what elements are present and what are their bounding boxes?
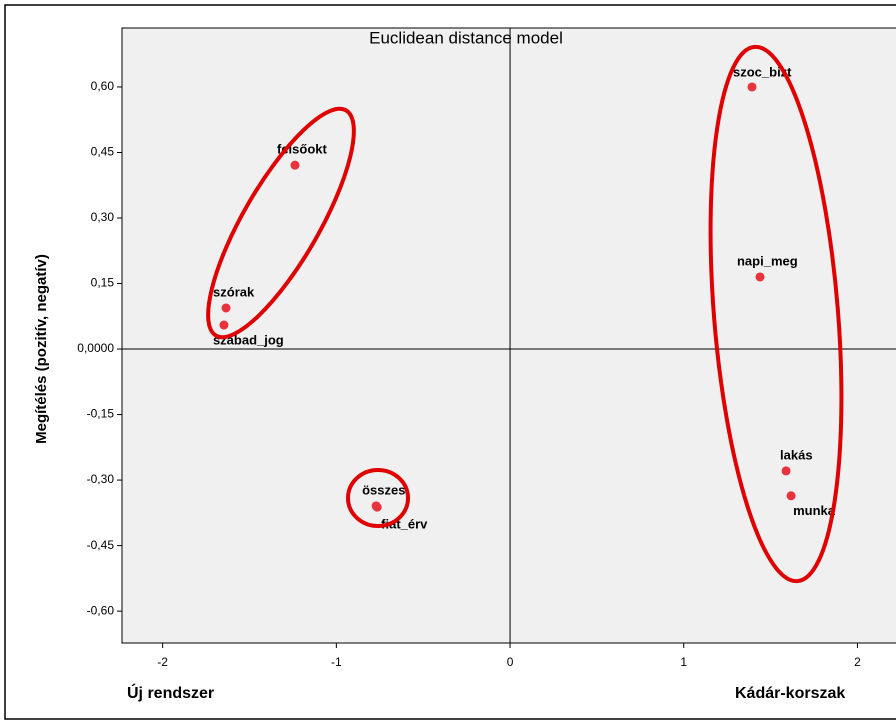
x-tick-label: 0 xyxy=(507,655,514,669)
point xyxy=(786,491,796,501)
point xyxy=(290,160,300,170)
x-tick-label: -2 xyxy=(157,655,168,669)
point-label: szórak xyxy=(213,284,255,299)
point xyxy=(221,303,231,313)
x-tick-label: 1 xyxy=(680,655,687,669)
point xyxy=(747,82,757,92)
x-axis-title-right: Kádár-korszak xyxy=(735,685,845,702)
point xyxy=(372,502,382,512)
y-tick-label: 0,60 xyxy=(91,79,115,93)
annotations xyxy=(206,44,844,584)
point xyxy=(219,320,229,330)
x-tick-label: 2 xyxy=(854,655,861,669)
point xyxy=(755,272,765,282)
cluster-ellipse xyxy=(346,468,410,528)
point-label: lakás xyxy=(780,447,813,462)
y-tick-label: 0,0000 xyxy=(77,341,114,355)
y-tick-label: -0,45 xyxy=(87,538,115,552)
x-axis-title-left: Új rendszer xyxy=(127,683,214,702)
chart-title: Euclidean distance model xyxy=(369,28,563,47)
point xyxy=(781,466,791,476)
point-label: szabad_jog xyxy=(213,332,284,347)
y-tick-label: 0,30 xyxy=(91,210,115,224)
y-axis-title: Megítélés (pozitív, negatív) xyxy=(33,254,50,444)
plot-area xyxy=(121,27,896,644)
point-label: munka xyxy=(793,503,836,518)
x-tick-label: -1 xyxy=(331,655,342,669)
cluster-ellipse xyxy=(206,106,356,340)
y-tick-label: 0,45 xyxy=(91,145,115,159)
y-tick-label: 0,15 xyxy=(91,276,115,290)
point-label: napi_meg xyxy=(737,253,798,268)
point-label: összes xyxy=(362,482,405,497)
y-tick-label: -0,30 xyxy=(87,472,115,486)
cluster-ellipse xyxy=(708,44,844,584)
point-label: szoc_bizt xyxy=(733,64,792,79)
y-tick-label: -0,60 xyxy=(87,603,115,617)
y-tick-label: -0,15 xyxy=(87,407,115,421)
